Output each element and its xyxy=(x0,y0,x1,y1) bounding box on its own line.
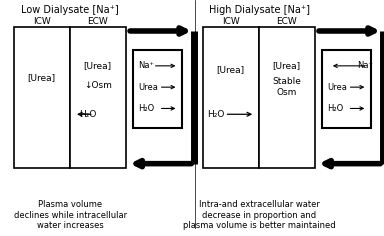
Bar xyxy=(203,27,259,168)
Bar xyxy=(259,27,315,168)
Bar xyxy=(14,27,70,168)
Text: Urea: Urea xyxy=(327,83,347,92)
Text: [Urea]: [Urea] xyxy=(84,61,112,70)
Text: ICW: ICW xyxy=(222,17,239,26)
Text: Na⁺: Na⁺ xyxy=(138,61,154,70)
Text: Plasma volume
declines while intracellular
water increases: Plasma volume declines while intracellul… xyxy=(13,200,127,230)
Bar xyxy=(70,27,126,168)
Text: ↓Osm: ↓Osm xyxy=(84,81,112,90)
Text: Na⁺: Na⁺ xyxy=(358,61,373,70)
Text: [Urea]: [Urea] xyxy=(217,65,245,74)
Text: ECW: ECW xyxy=(276,17,297,26)
Text: Intra‐and extracellular water
decrease in proportion and
plasma volume is better: Intra‐and extracellular water decrease i… xyxy=(183,200,335,230)
Text: ICW: ICW xyxy=(33,17,50,26)
Text: H₂O: H₂O xyxy=(327,104,343,113)
Bar xyxy=(322,50,371,128)
Text: Stable
Osm: Stable Osm xyxy=(272,77,301,97)
Text: H₂O: H₂O xyxy=(79,110,97,119)
Text: High Dialysate [Na⁺]: High Dialysate [Na⁺] xyxy=(209,5,310,15)
Text: Low Dialysate [Na⁺]: Low Dialysate [Na⁺] xyxy=(21,5,119,15)
Text: [Urea]: [Urea] xyxy=(28,73,56,82)
Bar xyxy=(133,50,182,128)
Text: ECW: ECW xyxy=(87,17,108,26)
Text: H₂O: H₂O xyxy=(207,110,224,119)
Text: [Urea]: [Urea] xyxy=(273,61,301,70)
Text: Urea: Urea xyxy=(138,83,158,92)
Text: H₂O: H₂O xyxy=(138,104,154,113)
